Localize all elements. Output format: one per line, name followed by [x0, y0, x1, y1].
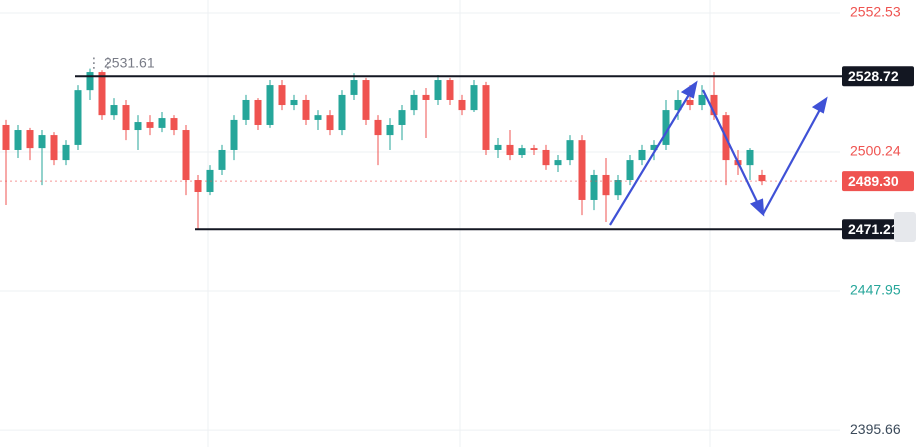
vertical-grid: [207, 0, 711, 447]
candle-body: [638, 149, 646, 161]
candle-body: [590, 174, 598, 200]
arrow-head: [680, 80, 698, 99]
candle-body: [278, 85, 286, 106]
candle-body: [626, 160, 634, 181]
level-label: 2528.72: [848, 68, 899, 84]
candle-body: [410, 94, 418, 111]
candle-body: [506, 144, 514, 156]
last-price-box: [842, 171, 914, 192]
candle-body: [26, 130, 34, 149]
candle-body: [518, 148, 526, 156]
candle-body: [482, 85, 490, 150]
candle-body: [434, 80, 442, 100]
candle-body: [314, 115, 322, 120]
arrow-head: [749, 198, 765, 217]
candle-body: [38, 135, 46, 149]
candle-body: [50, 135, 58, 161]
candle-body: [494, 144, 502, 150]
candle-body: [110, 105, 118, 116]
y-tick-label: 2500.24: [850, 143, 901, 159]
candle-body: [662, 110, 670, 145]
candle-body: [242, 99, 250, 120]
candle-body: [554, 160, 562, 166]
candle-body: [710, 94, 718, 116]
arrow-head: [811, 96, 828, 114]
candle-body: [566, 140, 574, 161]
candle-body: [62, 144, 70, 161]
candle-body: [266, 85, 274, 125]
candle-body: [14, 130, 22, 150]
candle-body: [602, 174, 610, 196]
candle-body: [290, 99, 298, 106]
last-price-label: 2489.30: [848, 173, 899, 189]
candle-body: [578, 140, 586, 200]
candle-body: [134, 122, 142, 131]
candle-body: [194, 180, 202, 192]
high-annotation: 2531.61: [104, 54, 155, 70]
candle-body: [530, 148, 538, 150]
candle-body: [422, 94, 430, 100]
drawn-arrows: [609, 80, 828, 226]
candle-body: [98, 72, 106, 116]
y-tick-label: 2552.53: [850, 4, 901, 20]
candle-body: [170, 118, 178, 131]
annotation-dots: ⋮⋮: [87, 54, 115, 70]
candle-body: [158, 118, 166, 128]
y-tick-label: 2395.66: [850, 421, 901, 437]
arrow-line: [702, 89, 762, 211]
candle-body: [326, 115, 334, 131]
candle-body: [338, 94, 346, 131]
candle-body: [746, 149, 754, 166]
scroll-handle[interactable]: [894, 212, 916, 242]
candle-body: [650, 144, 658, 150]
candle-body: [254, 99, 262, 125]
candle-body: [302, 99, 310, 120]
candle-body: [398, 110, 406, 125]
y-tick-label: 2447.95: [850, 282, 901, 298]
candle-body: [146, 122, 154, 128]
candle-body: [362, 80, 370, 120]
level-label-box: [842, 66, 914, 87]
candle-body: [182, 130, 190, 181]
candle-body: [542, 149, 550, 166]
candle-body: [698, 94, 706, 106]
candle-body: [674, 99, 682, 111]
candle-body: [122, 105, 130, 131]
candle-body: [350, 80, 358, 95]
candle-body: [470, 85, 478, 111]
candle-body: [446, 80, 454, 100]
candle-body: [2, 124, 10, 150]
candle-body: [374, 119, 382, 136]
arrow-line: [609, 87, 694, 226]
candle-body: [230, 119, 238, 150]
candle-body: [686, 99, 694, 106]
candle-body: [758, 174, 766, 182]
arrow-line: [762, 103, 824, 215]
candle-body: [386, 124, 394, 136]
candle-body: [614, 180, 622, 196]
candle-body: [74, 90, 82, 145]
candle-body: [86, 72, 94, 91]
level-label: 2471.21: [848, 221, 899, 237]
candle-body: [458, 99, 466, 111]
candle-body: [218, 149, 226, 170]
